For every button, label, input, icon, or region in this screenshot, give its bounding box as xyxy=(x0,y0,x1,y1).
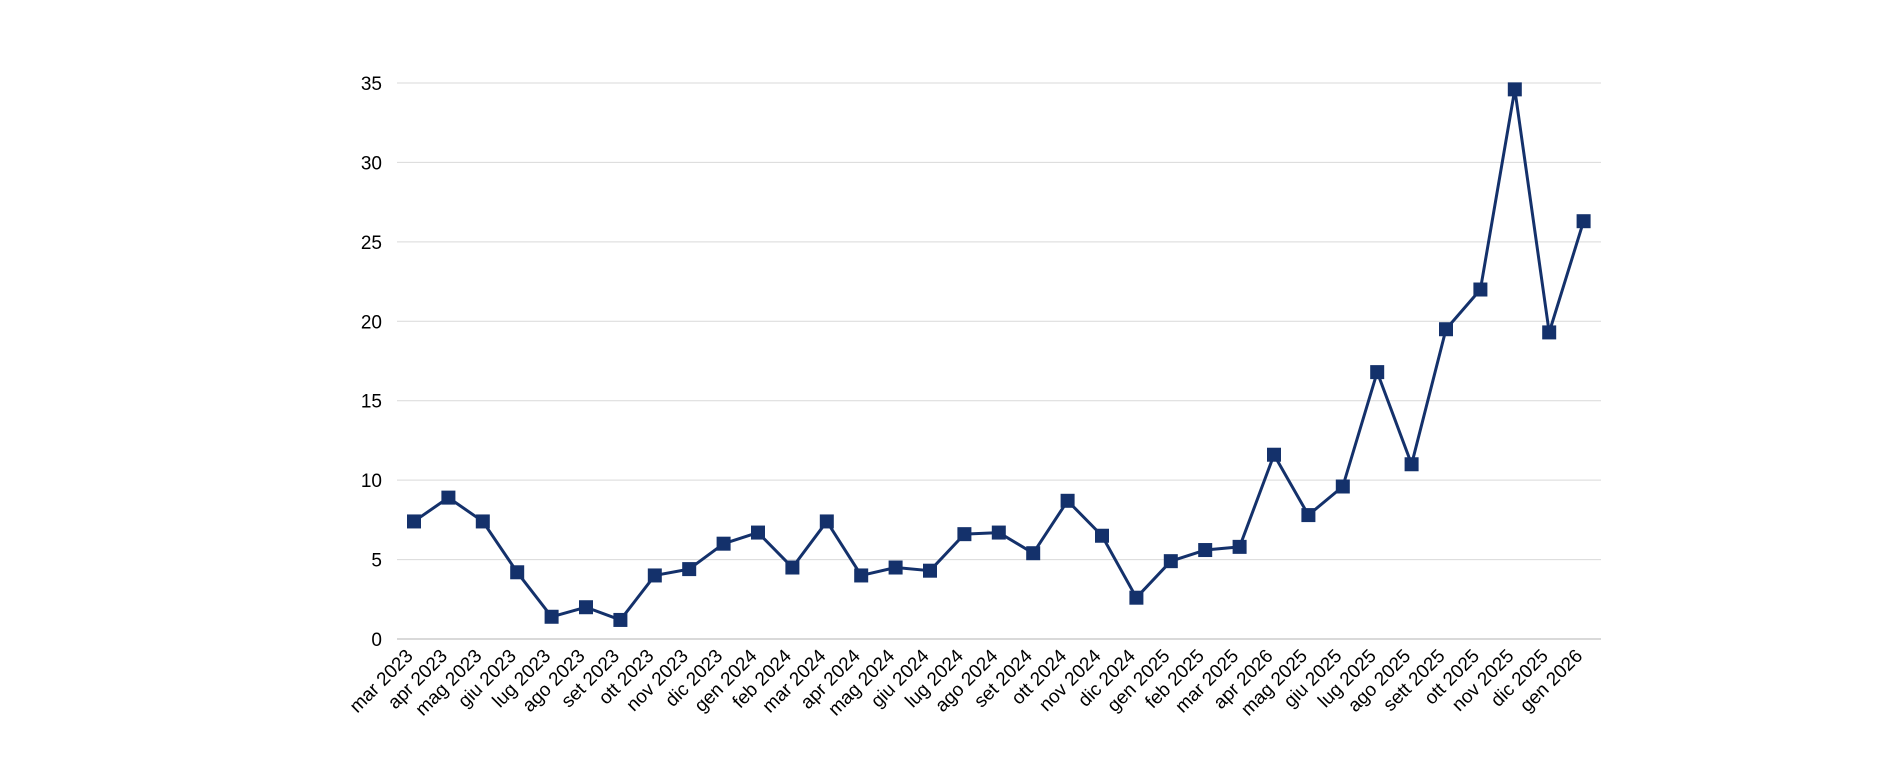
data-point-marker xyxy=(475,514,490,529)
data-point-marker xyxy=(785,560,800,575)
series-line xyxy=(413,87,1586,622)
data-point-marker xyxy=(957,527,972,542)
data-point-marker xyxy=(441,490,456,505)
data-point-marker xyxy=(1129,590,1144,605)
y-tick-label: 20 xyxy=(361,312,382,333)
data-point-marker xyxy=(751,525,765,540)
data-point-marker xyxy=(1473,282,1488,297)
y-tick-label: 25 xyxy=(361,233,382,254)
data-point-marker xyxy=(1198,543,1213,558)
y-tick-label: 35 xyxy=(361,74,382,95)
y-tick-label: 10 xyxy=(361,471,382,492)
data-point-marker xyxy=(819,514,834,529)
data-point-marker xyxy=(854,568,869,583)
data-point-marker xyxy=(544,609,559,624)
data-point-marker xyxy=(682,562,697,577)
y-tick-label: 30 xyxy=(361,153,382,174)
data-point-marker xyxy=(1232,539,1247,554)
y-tick-label: 5 xyxy=(371,551,382,572)
data-point-marker xyxy=(1507,82,1522,97)
data-point-marker xyxy=(1095,528,1109,543)
data-point-marker xyxy=(1576,214,1591,229)
data-point-marker xyxy=(923,563,937,578)
data-point-marker xyxy=(1060,493,1075,508)
data-point-marker xyxy=(1163,554,1178,569)
y-axis-tick-labels: 0 5 10 15 20 25 30 35 xyxy=(361,74,382,651)
data-point-marker xyxy=(1267,447,1281,462)
data-point-marker xyxy=(1404,457,1419,472)
data-point-marker xyxy=(613,612,628,627)
grid-lines xyxy=(397,82,1601,561)
data-point-marker xyxy=(579,600,593,615)
data-point-marker xyxy=(510,565,525,580)
data-point-marker xyxy=(1370,365,1385,380)
y-tick-label: 15 xyxy=(361,392,382,413)
data-point-marker xyxy=(888,560,903,575)
y-tick-label: 0 xyxy=(371,630,382,651)
data-point-marker xyxy=(991,525,1006,540)
data-point-marker xyxy=(1542,325,1557,340)
data-point-marker xyxy=(1301,508,1316,523)
data-series xyxy=(407,82,1591,627)
data-point-marker xyxy=(716,536,731,551)
data-point-marker xyxy=(1026,546,1041,561)
data-point-marker xyxy=(647,568,662,583)
data-point-marker xyxy=(1335,479,1350,494)
data-point-marker xyxy=(1439,322,1453,337)
data-point-marker xyxy=(407,514,421,529)
